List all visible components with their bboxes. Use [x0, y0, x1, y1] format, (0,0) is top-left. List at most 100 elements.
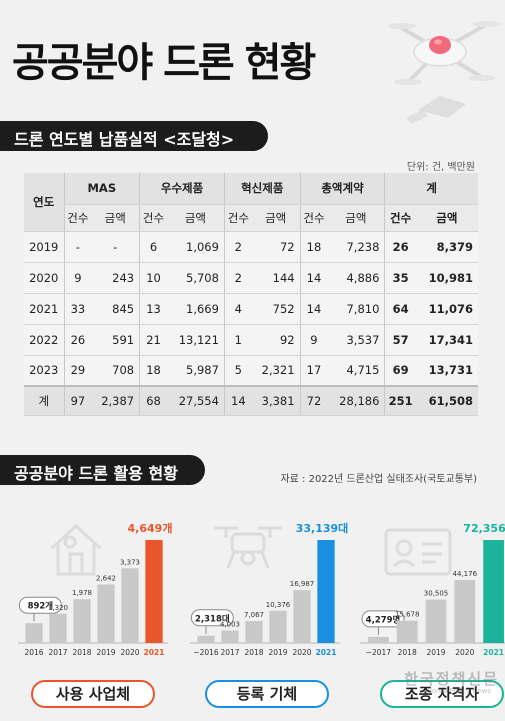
chart-bar [49, 613, 67, 643]
chart-registered-drones: ~2016 2,318대 2017 4,003 2018 7,067 2019 10,376 2… [184, 498, 348, 668]
section-title-procurement: 드론 연도별 납품실적 <조달청> [0, 121, 268, 151]
chart-tick-label: 2018 [72, 648, 91, 657]
sub-header-amount: 금액 [251, 204, 301, 232]
sub-header-amount: 금액 [91, 204, 140, 232]
sub-header-count: 건수 [139, 204, 167, 232]
chart-tick-label: 2021 [316, 648, 337, 657]
table-cell: 251 [384, 385, 416, 416]
chart-tick-label: 2017 [48, 648, 67, 657]
table-cell: 97 [63, 385, 92, 416]
chart-data-label: 44,176 [453, 570, 478, 578]
table-cell: 4 [223, 293, 252, 325]
table-cell: 1,669 [166, 293, 225, 325]
chart-businesses-svg: 2016 892개 2017 1,320 2018 1,978 2019 2,642 2020 3… [18, 521, 172, 657]
table-cell: 64 [384, 293, 416, 325]
label-businesses: 사용 사업체 [31, 680, 155, 708]
table-cell: 2,387 [91, 385, 140, 416]
chart-tick-label: 2017 [220, 648, 239, 657]
table-row: 2022 26 591 21 13,121 1 92 9 3,537 57 17,341 [24, 324, 478, 356]
table-cell: 33 [63, 293, 92, 325]
table-cell: 2021 [24, 293, 64, 325]
table-cell: 1,069 [166, 231, 225, 263]
table-cell: 61,508 [415, 385, 478, 416]
table-cell: 2 [223, 262, 252, 294]
sub-header-amount: 금액 [327, 204, 385, 232]
table-cell: 72 [251, 231, 301, 263]
table-cell: 14 [299, 293, 328, 325]
chart-data-label: 15,678 [395, 611, 420, 619]
chart-bar [121, 568, 139, 643]
table-cell: 5,708 [166, 262, 225, 294]
chart-data-label: 892개 [28, 601, 54, 612]
chart-data-label: 4,279명 [366, 614, 401, 625]
chart-tick-label: 2019 [268, 648, 287, 657]
chart-data-label: 30,505 [424, 590, 449, 598]
table-cell: - [91, 231, 140, 263]
table-cell: 3,381 [251, 385, 301, 416]
table-cell: 144 [251, 262, 301, 294]
table-cell: 4,715 [327, 355, 385, 387]
id-card-icon [384, 528, 452, 576]
table-cell: 17 [299, 355, 328, 387]
year-header: 연도 [24, 173, 64, 232]
table-cell: 9 [63, 262, 92, 294]
sub-header-amount: 금액 [166, 204, 225, 232]
chart-data-label: 16,987 [290, 580, 315, 588]
table-cell: 72 [299, 385, 328, 416]
table-cell: 2 [223, 231, 252, 263]
chart-bar [145, 540, 163, 643]
table-cell: 2,321 [251, 355, 301, 387]
chart-licensed-pilots: ~2017 4,279명 2018 15,678 2019 30,505 2020 44,17… [354, 498, 505, 668]
chart-tick-label: 2016 [24, 648, 43, 657]
group-header-sum: 계 [384, 173, 478, 205]
drone-icon [214, 526, 282, 569]
chart-bar [425, 599, 447, 643]
table-cell: 10 [139, 262, 167, 294]
table-cell: 28,186 [327, 385, 385, 416]
table-cell: 57 [384, 324, 416, 356]
chart-data-label: 10,376 [266, 601, 291, 609]
chart-data-label: 2,318대 [195, 613, 230, 624]
chart-bar [245, 621, 263, 643]
chart-tick-label: 2019 [426, 648, 445, 657]
chart-tick-label: ~2016 [193, 648, 219, 657]
chart-bar [454, 580, 476, 643]
page-title: 공공분야 드론 현황 [12, 40, 316, 86]
chart-callout-bubble [18, 596, 62, 614]
table-cell: 계 [24, 385, 64, 416]
group-header-excellent: 우수제품 [139, 173, 225, 205]
table-cell: 13 [139, 293, 167, 325]
chart-data-label: 33,139대 [296, 521, 349, 535]
table-cell: 2023 [24, 355, 64, 387]
sub-header-count: 건수 [299, 204, 328, 232]
table-cell: 18 [139, 355, 167, 387]
sub-header-count: 건수 [63, 204, 92, 232]
table-cell: 243 [91, 262, 140, 294]
chart-callout-bubble [361, 610, 405, 628]
chart-tick-label: 2020 [292, 648, 311, 657]
table-row: 2021 33 845 13 1,669 4 752 14 7,810 64 11,076 [24, 293, 478, 325]
chart-bar [317, 540, 335, 643]
table-cell: 7,810 [327, 293, 385, 325]
chart-bar [293, 590, 311, 643]
table-cell: 26 [384, 231, 416, 263]
table-cell: 591 [91, 324, 140, 356]
chart-data-label: 72,356명 [463, 521, 505, 535]
chart-bar [396, 620, 418, 643]
chart-tick-label: 2018 [244, 648, 263, 657]
chart-tick-label: 2019 [96, 648, 115, 657]
chart-bar [25, 623, 43, 643]
table-cell: 708 [91, 355, 140, 387]
table-row: 2020 9 243 10 5,708 2 144 14 4,886 35 10,981 [24, 262, 478, 294]
table-cell: 69 [384, 355, 416, 387]
table-cell: 18 [299, 231, 328, 263]
chart-bar [269, 610, 287, 643]
table-cell: 9 [299, 324, 328, 356]
table-cell: 26 [63, 324, 92, 356]
table-cell: 29 [63, 355, 92, 387]
table-cell: 2020 [24, 262, 64, 294]
table-cell: 14 [223, 385, 252, 416]
chart-bar [368, 636, 389, 643]
table-cell: 92 [251, 324, 301, 356]
table-cell: 845 [91, 293, 140, 325]
